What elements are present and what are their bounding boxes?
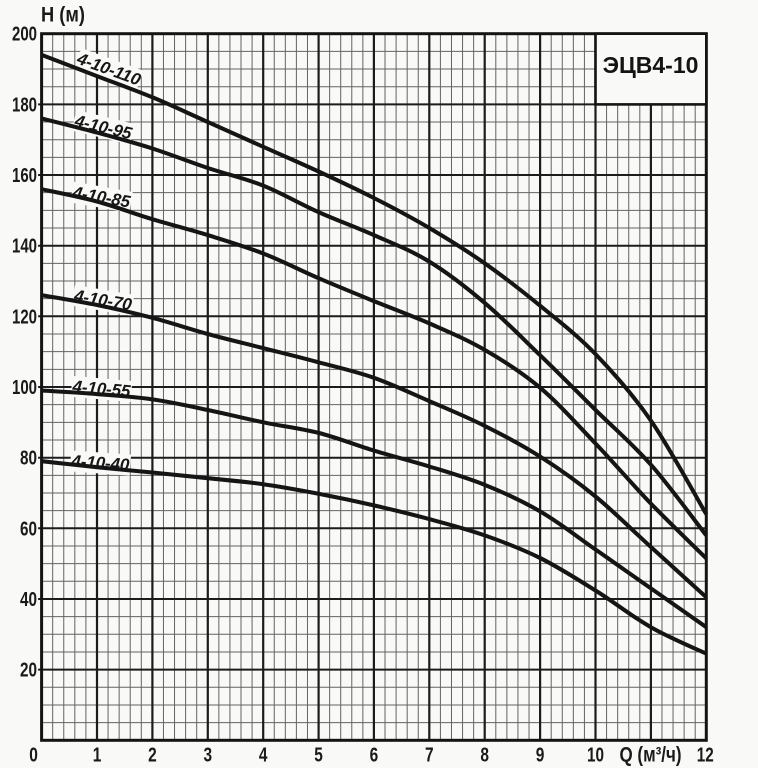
svg-text:8: 8 [480,745,489,767]
svg-text:6: 6 [370,745,379,767]
svg-text:10: 10 [587,745,604,767]
svg-text:Q (м³/ч): Q (м³/ч) [620,744,682,767]
svg-text:120: 120 [12,306,37,328]
svg-text:4-10-40: 4-10-40 [70,451,131,474]
svg-text:9: 9 [536,745,545,767]
svg-text:H (м): H (м) [41,4,85,27]
svg-text:ЭЦВ4-10: ЭЦВ4-10 [603,52,699,78]
svg-text:3: 3 [204,745,213,767]
svg-text:5: 5 [314,745,323,767]
svg-text:7: 7 [425,745,434,767]
svg-text:2: 2 [148,745,157,767]
svg-text:0: 0 [29,745,38,767]
svg-text:200: 200 [12,24,37,46]
svg-text:12: 12 [697,745,714,767]
svg-text:1: 1 [93,745,102,767]
svg-text:40: 40 [20,589,37,611]
svg-text:20: 20 [20,660,37,682]
svg-text:80: 80 [20,448,37,470]
svg-text:180: 180 [12,94,37,116]
svg-text:4: 4 [259,745,268,767]
svg-text:160: 160 [12,165,37,187]
svg-text:140: 140 [12,236,37,258]
svg-text:60: 60 [20,518,37,540]
svg-text:100: 100 [12,377,37,399]
